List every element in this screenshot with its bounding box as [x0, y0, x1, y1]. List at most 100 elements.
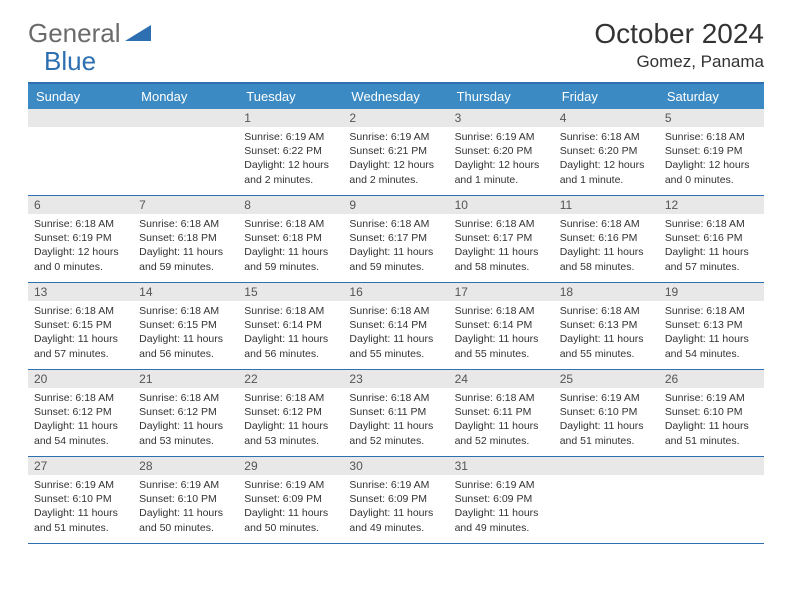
- sunset-text: Sunset: 6:17 PM: [349, 231, 442, 245]
- day-number: 18: [554, 283, 659, 301]
- sunset-text: Sunset: 6:10 PM: [560, 405, 653, 419]
- sunrise-text: Sunrise: 6:18 AM: [139, 391, 232, 405]
- day-number: 19: [659, 283, 764, 301]
- daylight-text: Daylight: 11 hours and 51 minutes.: [560, 419, 653, 447]
- logo-text-general: General: [28, 18, 121, 49]
- day-header: Monday: [133, 84, 238, 109]
- day-cell: 5Sunrise: 6:18 AMSunset: 6:19 PMDaylight…: [659, 109, 764, 195]
- sunrise-text: Sunrise: 6:19 AM: [139, 478, 232, 492]
- sunrise-text: Sunrise: 6:18 AM: [244, 217, 337, 231]
- sunset-text: Sunset: 6:18 PM: [244, 231, 337, 245]
- day-cell: 30Sunrise: 6:19 AMSunset: 6:09 PMDayligh…: [343, 457, 448, 543]
- sunrise-text: Sunrise: 6:19 AM: [349, 478, 442, 492]
- day-cell: [133, 109, 238, 195]
- day-details: Sunrise: 6:18 AMSunset: 6:12 PMDaylight:…: [28, 388, 133, 452]
- day-cell: 21Sunrise: 6:18 AMSunset: 6:12 PMDayligh…: [133, 370, 238, 456]
- logo-triangle-icon: [125, 21, 151, 46]
- sunrise-text: Sunrise: 6:18 AM: [665, 130, 758, 144]
- day-cell: 25Sunrise: 6:19 AMSunset: 6:10 PMDayligh…: [554, 370, 659, 456]
- daylight-text: Daylight: 11 hours and 50 minutes.: [244, 506, 337, 534]
- day-details: Sunrise: 6:18 AMSunset: 6:19 PMDaylight:…: [28, 214, 133, 278]
- sunrise-text: Sunrise: 6:18 AM: [349, 217, 442, 231]
- sunset-text: Sunset: 6:13 PM: [560, 318, 653, 332]
- day-number: 3: [449, 109, 554, 127]
- sunrise-text: Sunrise: 6:19 AM: [455, 130, 548, 144]
- week-row: 13Sunrise: 6:18 AMSunset: 6:15 PMDayligh…: [28, 283, 764, 370]
- daylight-text: Daylight: 11 hours and 58 minutes.: [560, 245, 653, 273]
- day-details: Sunrise: 6:19 AMSunset: 6:20 PMDaylight:…: [449, 127, 554, 191]
- daylight-text: Daylight: 11 hours and 53 minutes.: [244, 419, 337, 447]
- day-number: 6: [28, 196, 133, 214]
- day-header-row: Sunday Monday Tuesday Wednesday Thursday…: [28, 84, 764, 109]
- day-header: Friday: [554, 84, 659, 109]
- daylight-text: Daylight: 11 hours and 59 minutes.: [244, 245, 337, 273]
- sunset-text: Sunset: 6:11 PM: [349, 405, 442, 419]
- sunset-text: Sunset: 6:16 PM: [665, 231, 758, 245]
- daylight-text: Daylight: 12 hours and 2 minutes.: [349, 158, 442, 186]
- sunrise-text: Sunrise: 6:18 AM: [34, 391, 127, 405]
- day-details: Sunrise: 6:18 AMSunset: 6:16 PMDaylight:…: [554, 214, 659, 278]
- week-row: 6Sunrise: 6:18 AMSunset: 6:19 PMDaylight…: [28, 196, 764, 283]
- sunrise-text: Sunrise: 6:18 AM: [34, 217, 127, 231]
- sunrise-text: Sunrise: 6:18 AM: [349, 304, 442, 318]
- sunrise-text: Sunrise: 6:19 AM: [560, 391, 653, 405]
- sunset-text: Sunset: 6:14 PM: [244, 318, 337, 332]
- daylight-text: Daylight: 11 hours and 52 minutes.: [455, 419, 548, 447]
- day-number: 8: [238, 196, 343, 214]
- sunset-text: Sunset: 6:16 PM: [560, 231, 653, 245]
- day-details: Sunrise: 6:18 AMSunset: 6:20 PMDaylight:…: [554, 127, 659, 191]
- sunrise-text: Sunrise: 6:18 AM: [455, 391, 548, 405]
- day-cell: 20Sunrise: 6:18 AMSunset: 6:12 PMDayligh…: [28, 370, 133, 456]
- day-details: Sunrise: 6:18 AMSunset: 6:11 PMDaylight:…: [449, 388, 554, 452]
- day-details: Sunrise: 6:18 AMSunset: 6:18 PMDaylight:…: [133, 214, 238, 278]
- daylight-text: Daylight: 11 hours and 54 minutes.: [665, 332, 758, 360]
- daylight-text: Daylight: 11 hours and 57 minutes.: [665, 245, 758, 273]
- day-cell: 2Sunrise: 6:19 AMSunset: 6:21 PMDaylight…: [343, 109, 448, 195]
- sunrise-text: Sunrise: 6:18 AM: [139, 304, 232, 318]
- day-header: Tuesday: [238, 84, 343, 109]
- daylight-text: Daylight: 11 hours and 51 minutes.: [34, 506, 127, 534]
- day-details: Sunrise: 6:19 AMSunset: 6:10 PMDaylight:…: [28, 475, 133, 539]
- day-details: Sunrise: 6:18 AMSunset: 6:13 PMDaylight:…: [659, 301, 764, 365]
- day-number: 17: [449, 283, 554, 301]
- sunset-text: Sunset: 6:09 PM: [244, 492, 337, 506]
- week-row: 1Sunrise: 6:19 AMSunset: 6:22 PMDaylight…: [28, 109, 764, 196]
- day-details: Sunrise: 6:19 AMSunset: 6:10 PMDaylight:…: [554, 388, 659, 452]
- sunset-text: Sunset: 6:20 PM: [560, 144, 653, 158]
- day-number: 5: [659, 109, 764, 127]
- day-cell: 31Sunrise: 6:19 AMSunset: 6:09 PMDayligh…: [449, 457, 554, 543]
- sunset-text: Sunset: 6:15 PM: [34, 318, 127, 332]
- daylight-text: Daylight: 11 hours and 57 minutes.: [34, 332, 127, 360]
- sunset-text: Sunset: 6:12 PM: [244, 405, 337, 419]
- day-details: Sunrise: 6:18 AMSunset: 6:14 PMDaylight:…: [238, 301, 343, 365]
- day-details: Sunrise: 6:19 AMSunset: 6:21 PMDaylight:…: [343, 127, 448, 191]
- sunrise-text: Sunrise: 6:19 AM: [665, 391, 758, 405]
- day-details: Sunrise: 6:19 AMSunset: 6:09 PMDaylight:…: [343, 475, 448, 539]
- header: General October 2024 Gomez, Panama: [0, 0, 792, 76]
- day-number: 2: [343, 109, 448, 127]
- day-number: 27: [28, 457, 133, 475]
- day-cell: 28Sunrise: 6:19 AMSunset: 6:10 PMDayligh…: [133, 457, 238, 543]
- daylight-text: Daylight: 11 hours and 55 minutes.: [560, 332, 653, 360]
- day-details: Sunrise: 6:18 AMSunset: 6:12 PMDaylight:…: [238, 388, 343, 452]
- day-number: 13: [28, 283, 133, 301]
- sunset-text: Sunset: 6:20 PM: [455, 144, 548, 158]
- day-details: Sunrise: 6:18 AMSunset: 6:14 PMDaylight:…: [449, 301, 554, 365]
- day-header: Wednesday: [343, 84, 448, 109]
- title-block: October 2024 Gomez, Panama: [594, 18, 764, 72]
- daylight-text: Daylight: 11 hours and 49 minutes.: [455, 506, 548, 534]
- day-number: 25: [554, 370, 659, 388]
- logo-text-blue: Blue: [44, 46, 96, 76]
- day-number: 21: [133, 370, 238, 388]
- daylight-text: Daylight: 11 hours and 50 minutes.: [139, 506, 232, 534]
- day-details: Sunrise: 6:19 AMSunset: 6:09 PMDaylight:…: [449, 475, 554, 539]
- day-cell: 24Sunrise: 6:18 AMSunset: 6:11 PMDayligh…: [449, 370, 554, 456]
- sunrise-text: Sunrise: 6:18 AM: [665, 304, 758, 318]
- day-number: 15: [238, 283, 343, 301]
- day-number: 20: [28, 370, 133, 388]
- day-cell: [28, 109, 133, 195]
- daylight-text: Daylight: 12 hours and 0 minutes.: [665, 158, 758, 186]
- day-details: Sunrise: 6:18 AMSunset: 6:15 PMDaylight:…: [28, 301, 133, 365]
- day-details: Sunrise: 6:18 AMSunset: 6:13 PMDaylight:…: [554, 301, 659, 365]
- sunrise-text: Sunrise: 6:18 AM: [139, 217, 232, 231]
